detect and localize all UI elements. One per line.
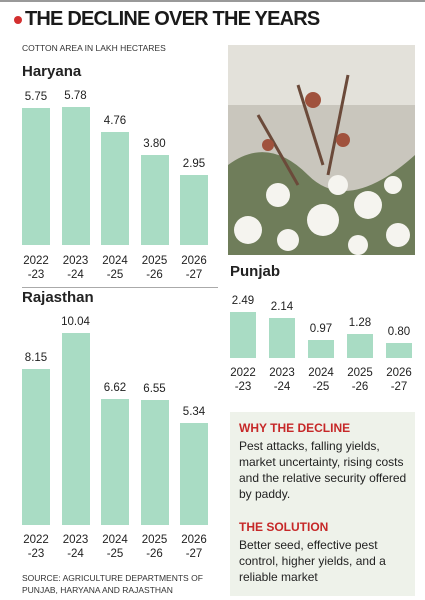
top-rule xyxy=(0,0,425,2)
category-label: 2023 -24 xyxy=(62,255,89,281)
value-label: 5.34 xyxy=(182,406,206,418)
value-label: 0.97 xyxy=(309,322,333,335)
divider xyxy=(22,287,218,288)
value-label: 2.14 xyxy=(270,301,294,314)
bar xyxy=(140,399,169,525)
value-label: 3.80 xyxy=(143,137,166,150)
bar xyxy=(386,343,412,358)
value-label: 2.95 xyxy=(182,157,206,170)
category-label: 2023 -24 xyxy=(269,367,295,393)
value-label: 6.55 xyxy=(143,382,166,395)
source: SOURCE: AGRICULTURE DEPARTMENTS OF PUNJA… xyxy=(22,573,203,595)
category-label: 2024 -25 xyxy=(102,255,128,281)
bullet xyxy=(14,15,22,24)
chart-title: Punjab xyxy=(230,263,281,280)
value-label: 1.28 xyxy=(348,317,372,330)
chart-title: Haryana xyxy=(22,63,82,80)
headline-text: THE DECLINE OVER THE YEARS xyxy=(25,8,320,30)
category-label: 2023 -24 xyxy=(62,534,89,560)
value-label: 5.75 xyxy=(24,91,48,104)
category-label: 2026 -27 xyxy=(181,255,207,281)
value-label: 2.49 xyxy=(231,294,255,307)
category-label: 2022 -23 xyxy=(23,534,49,560)
why-heading: WHY THE DECLINE xyxy=(239,421,351,435)
bar xyxy=(230,311,256,358)
bar xyxy=(308,339,334,358)
info-box: WHY THE DECLINE Pest attacks, falling yi… xyxy=(230,412,415,596)
bar xyxy=(22,369,50,525)
category-label: 2026 -27 xyxy=(386,367,412,393)
solution-heading: THE SOLUTION xyxy=(239,520,329,534)
subtitle: COTTON AREA IN LAKH HECTARES xyxy=(22,43,166,53)
category-label: 2025 -26 xyxy=(141,534,168,560)
solution-text: Better seed, effective pest control, hig… xyxy=(239,538,386,584)
bar xyxy=(180,174,208,245)
bar xyxy=(61,107,90,245)
bar xyxy=(140,154,169,245)
cotton-photo xyxy=(228,45,415,255)
bar xyxy=(61,333,90,525)
value-label: 0.80 xyxy=(387,326,411,339)
bar xyxy=(22,108,50,245)
category-label: 2024 -25 xyxy=(102,534,128,560)
category-label: 2025 -26 xyxy=(347,367,373,393)
bar xyxy=(180,423,208,525)
category-label: 2024 -25 xyxy=(308,367,334,393)
category-label: 2025 -26 xyxy=(141,255,168,281)
headline: THE DECLINE OVER THE YEARS xyxy=(14,8,320,31)
value-label: 10.04 xyxy=(61,316,90,329)
category-label: 2022 -23 xyxy=(230,367,256,393)
bar xyxy=(101,398,129,525)
why-text: Pest attacks, falling yields, market unc… xyxy=(239,439,407,501)
value-label: 8.15 xyxy=(24,352,48,365)
value-label: 5.78 xyxy=(64,90,87,103)
category-label: 2022 -23 xyxy=(23,255,49,281)
bar xyxy=(101,131,129,245)
chart-title: Rajasthan xyxy=(22,289,94,306)
bar xyxy=(347,334,373,358)
value-label: 4.76 xyxy=(103,114,127,127)
bar xyxy=(269,318,295,358)
category-label: 2026 -27 xyxy=(181,534,207,560)
value-label: 6.62 xyxy=(103,381,127,394)
